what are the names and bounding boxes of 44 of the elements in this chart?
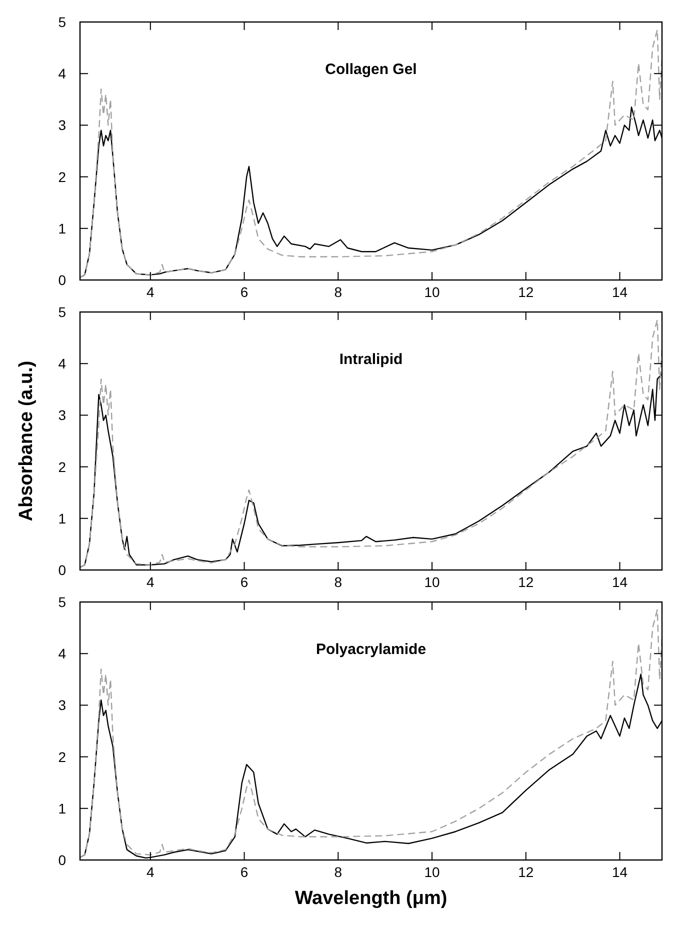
x-tick-label: 12: [518, 284, 534, 300]
x-tick-label: 4: [146, 574, 155, 590]
y-tick-label: 3: [58, 407, 66, 424]
x-tick-label: 14: [612, 284, 628, 300]
y-tick-label: 1: [58, 510, 66, 526]
y-tick-label: 4: [58, 66, 66, 82]
x-tick-label: 8: [334, 574, 342, 590]
y-tick-label: 5: [58, 594, 66, 610]
y-tick-label: 5: [58, 304, 66, 320]
y-tick-label: 4: [58, 356, 66, 372]
x-tick-label: 6: [240, 864, 248, 880]
y-tick-label: 0: [58, 562, 66, 578]
y-axis-title: Absorbance (a.u.): [16, 360, 37, 522]
y-tick-label: 1: [58, 220, 66, 236]
y-tick-label: 1: [58, 800, 66, 816]
line-series: [80, 609, 662, 858]
x-tick-label: 4: [146, 864, 155, 880]
x-tick-label: 8: [334, 284, 342, 300]
text: Intralipid: [339, 351, 403, 368]
y-tick-label: 2: [58, 748, 66, 765]
y-tick-label: 4: [58, 646, 66, 662]
text: Collagen Gel: [325, 61, 417, 78]
line-series: [80, 29, 662, 278]
x-tick-label: 10: [424, 574, 440, 590]
text: Polyacrylamide: [316, 641, 426, 658]
y-tick-label: 0: [58, 272, 66, 288]
x-tick-label: 12: [518, 574, 534, 590]
x-tick-label: 4: [146, 284, 155, 300]
y-tick-label: 0: [58, 852, 66, 868]
x-tick-label: 8: [334, 864, 342, 880]
y-tick-label: 2: [58, 458, 66, 475]
x-tick-label: 12: [518, 864, 534, 880]
y-tick-label: 5: [58, 14, 66, 30]
x-axis-title: Wavelength (μm): [294, 888, 448, 909]
y-tick-label: 3: [58, 697, 66, 714]
line-series: [80, 319, 662, 568]
x-tick-label: 14: [612, 574, 628, 590]
y-tick-label: 2: [58, 168, 66, 185]
x-tick-label: 6: [240, 284, 248, 300]
x-tick-label: 10: [424, 284, 440, 300]
y-tick-label: 3: [58, 117, 66, 134]
x-tick-label: 14: [612, 864, 628, 880]
x-tick-label: 6: [240, 574, 248, 590]
x-tick-label: 10: [424, 864, 440, 880]
